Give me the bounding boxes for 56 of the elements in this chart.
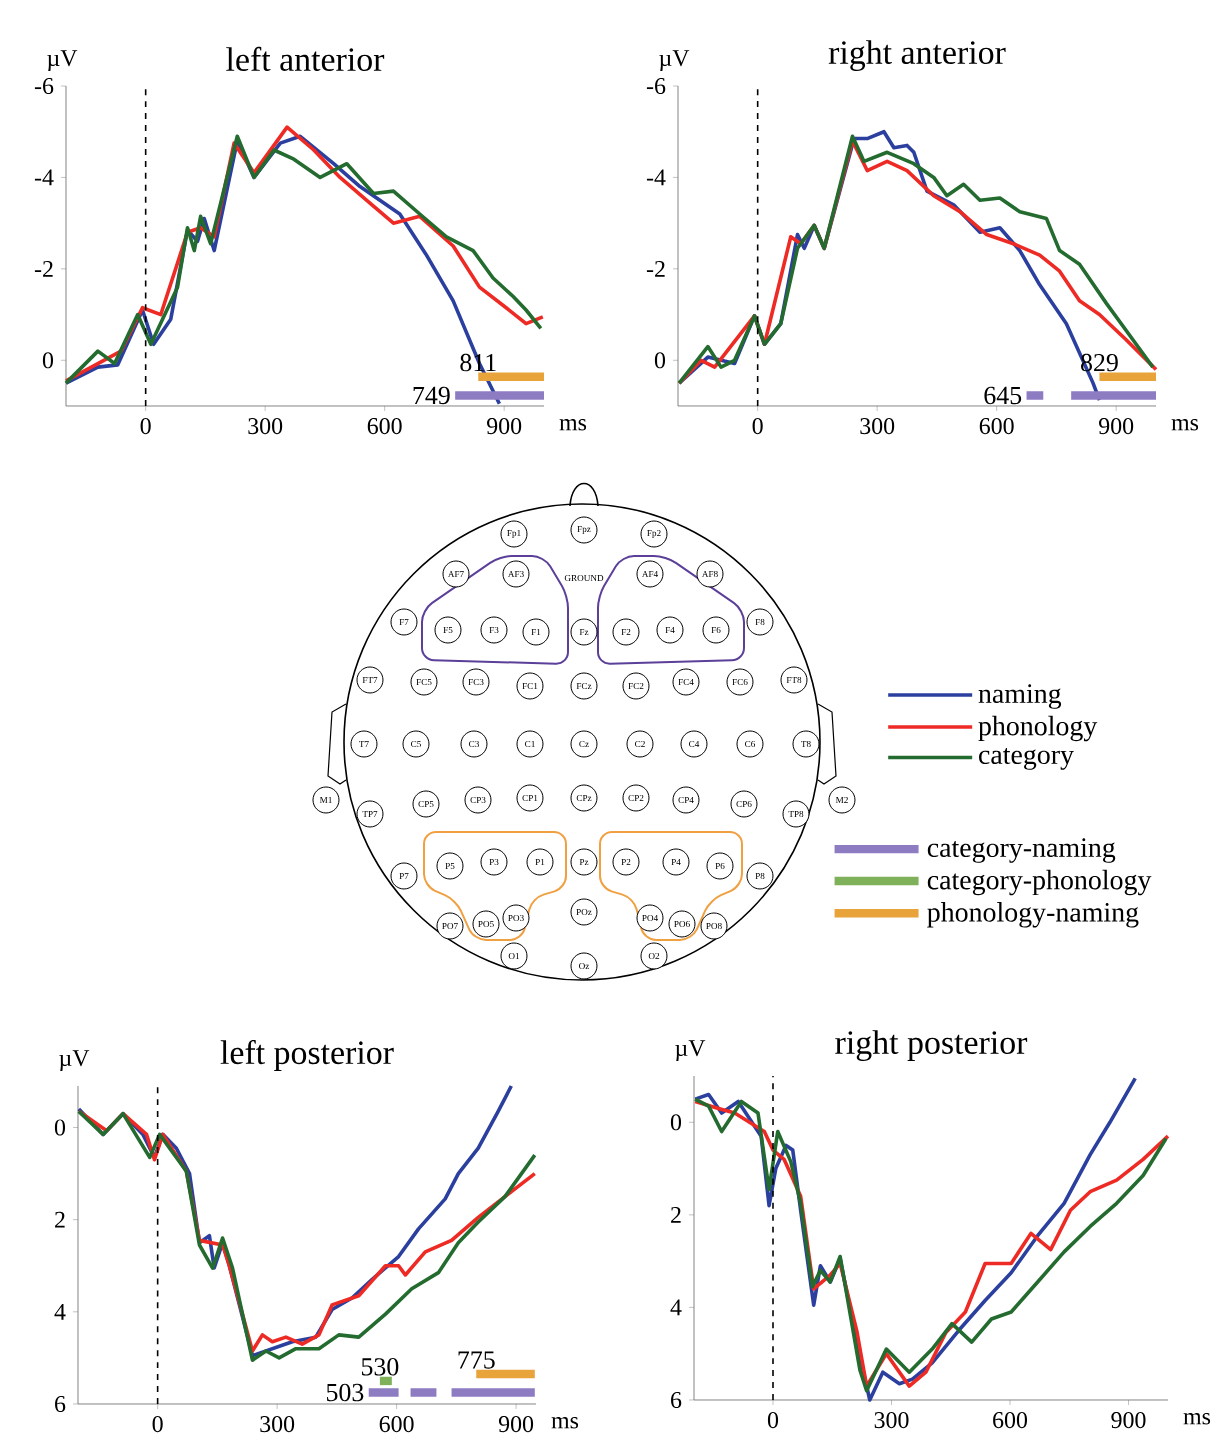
y-axis-title: µV	[675, 1040, 706, 1061]
annotation: 645	[984, 386, 1022, 405]
x-tick-label: 900	[1111, 1412, 1146, 1429]
x-tick-label: 300	[260, 1416, 295, 1433]
x-tick-label: 0	[752, 418, 763, 435]
y-tick-label: 6	[55, 1395, 66, 1412]
x-tick-label: 0	[140, 418, 151, 435]
x-tick-label: 0	[767, 1412, 779, 1429]
y-tick-label: 4	[670, 1299, 682, 1316]
y-tick-label: -4	[646, 169, 666, 186]
annotation: 749	[413, 386, 450, 405]
y-tick-label: 6	[671, 1391, 682, 1408]
x-tick-label: 300	[860, 418, 895, 435]
y-axis-title: µV	[47, 50, 78, 71]
x-tick-label: 600	[379, 1416, 414, 1433]
y-tick-label: -2	[646, 260, 665, 277]
x-axis-title: ms	[1183, 1413, 1211, 1425]
x-tick-label: 300	[248, 418, 283, 435]
y-tick-label: -4	[34, 169, 54, 186]
x-tick-label: 900	[487, 418, 522, 435]
y-tick-label: 2	[55, 1211, 65, 1228]
x-tick-label: 900	[498, 1416, 534, 1433]
x-axis-title: ms	[551, 1417, 579, 1429]
x-tick-label: 600	[993, 1412, 1028, 1429]
chart-title: left anterior	[226, 46, 385, 72]
legend-label: category-phonology	[927, 869, 1152, 896]
y-tick-label: 0	[54, 1119, 66, 1136]
annotation: 775	[458, 1351, 495, 1369]
y-tick-label: -2	[34, 260, 53, 277]
y-tick-label: 0	[42, 352, 54, 369]
y-tick-label: 0	[670, 1114, 682, 1131]
x-tick-label: 900	[1099, 418, 1134, 435]
x-tick-label: 300	[874, 1412, 909, 1429]
legend-label: category-naming	[927, 838, 1116, 863]
legend-label: naming	[978, 684, 1062, 709]
y-tick-label: 4	[54, 1303, 66, 1320]
chart-title: right anterior	[828, 40, 1006, 72]
y-tick-label: 2	[671, 1206, 681, 1223]
chart-title: left posterior	[220, 1039, 394, 1072]
x-axis-title: ms	[559, 419, 587, 431]
legend-label: phonology-naming	[927, 902, 1139, 928]
chart-title: right posterior	[835, 1030, 1028, 1062]
x-tick-label: 600	[367, 418, 402, 435]
y-tick-label: -6	[34, 77, 54, 95]
line-series	[64, 134, 502, 406]
annotation: 530	[361, 1358, 399, 1376]
y-tick-label: -6	[646, 77, 666, 95]
x-axis-title: ms	[1171, 419, 1199, 431]
legend-label: category	[979, 748, 1074, 770]
y-tick-label: 0	[654, 352, 666, 369]
x-tick-label: 0	[152, 1416, 163, 1433]
x-tick-label: 600	[979, 418, 1014, 435]
y-axis-title: µV	[659, 50, 690, 71]
annotation: 503	[326, 1383, 364, 1402]
legend-label: phonology	[978, 715, 1098, 742]
y-axis-title: µV	[59, 1050, 90, 1071]
